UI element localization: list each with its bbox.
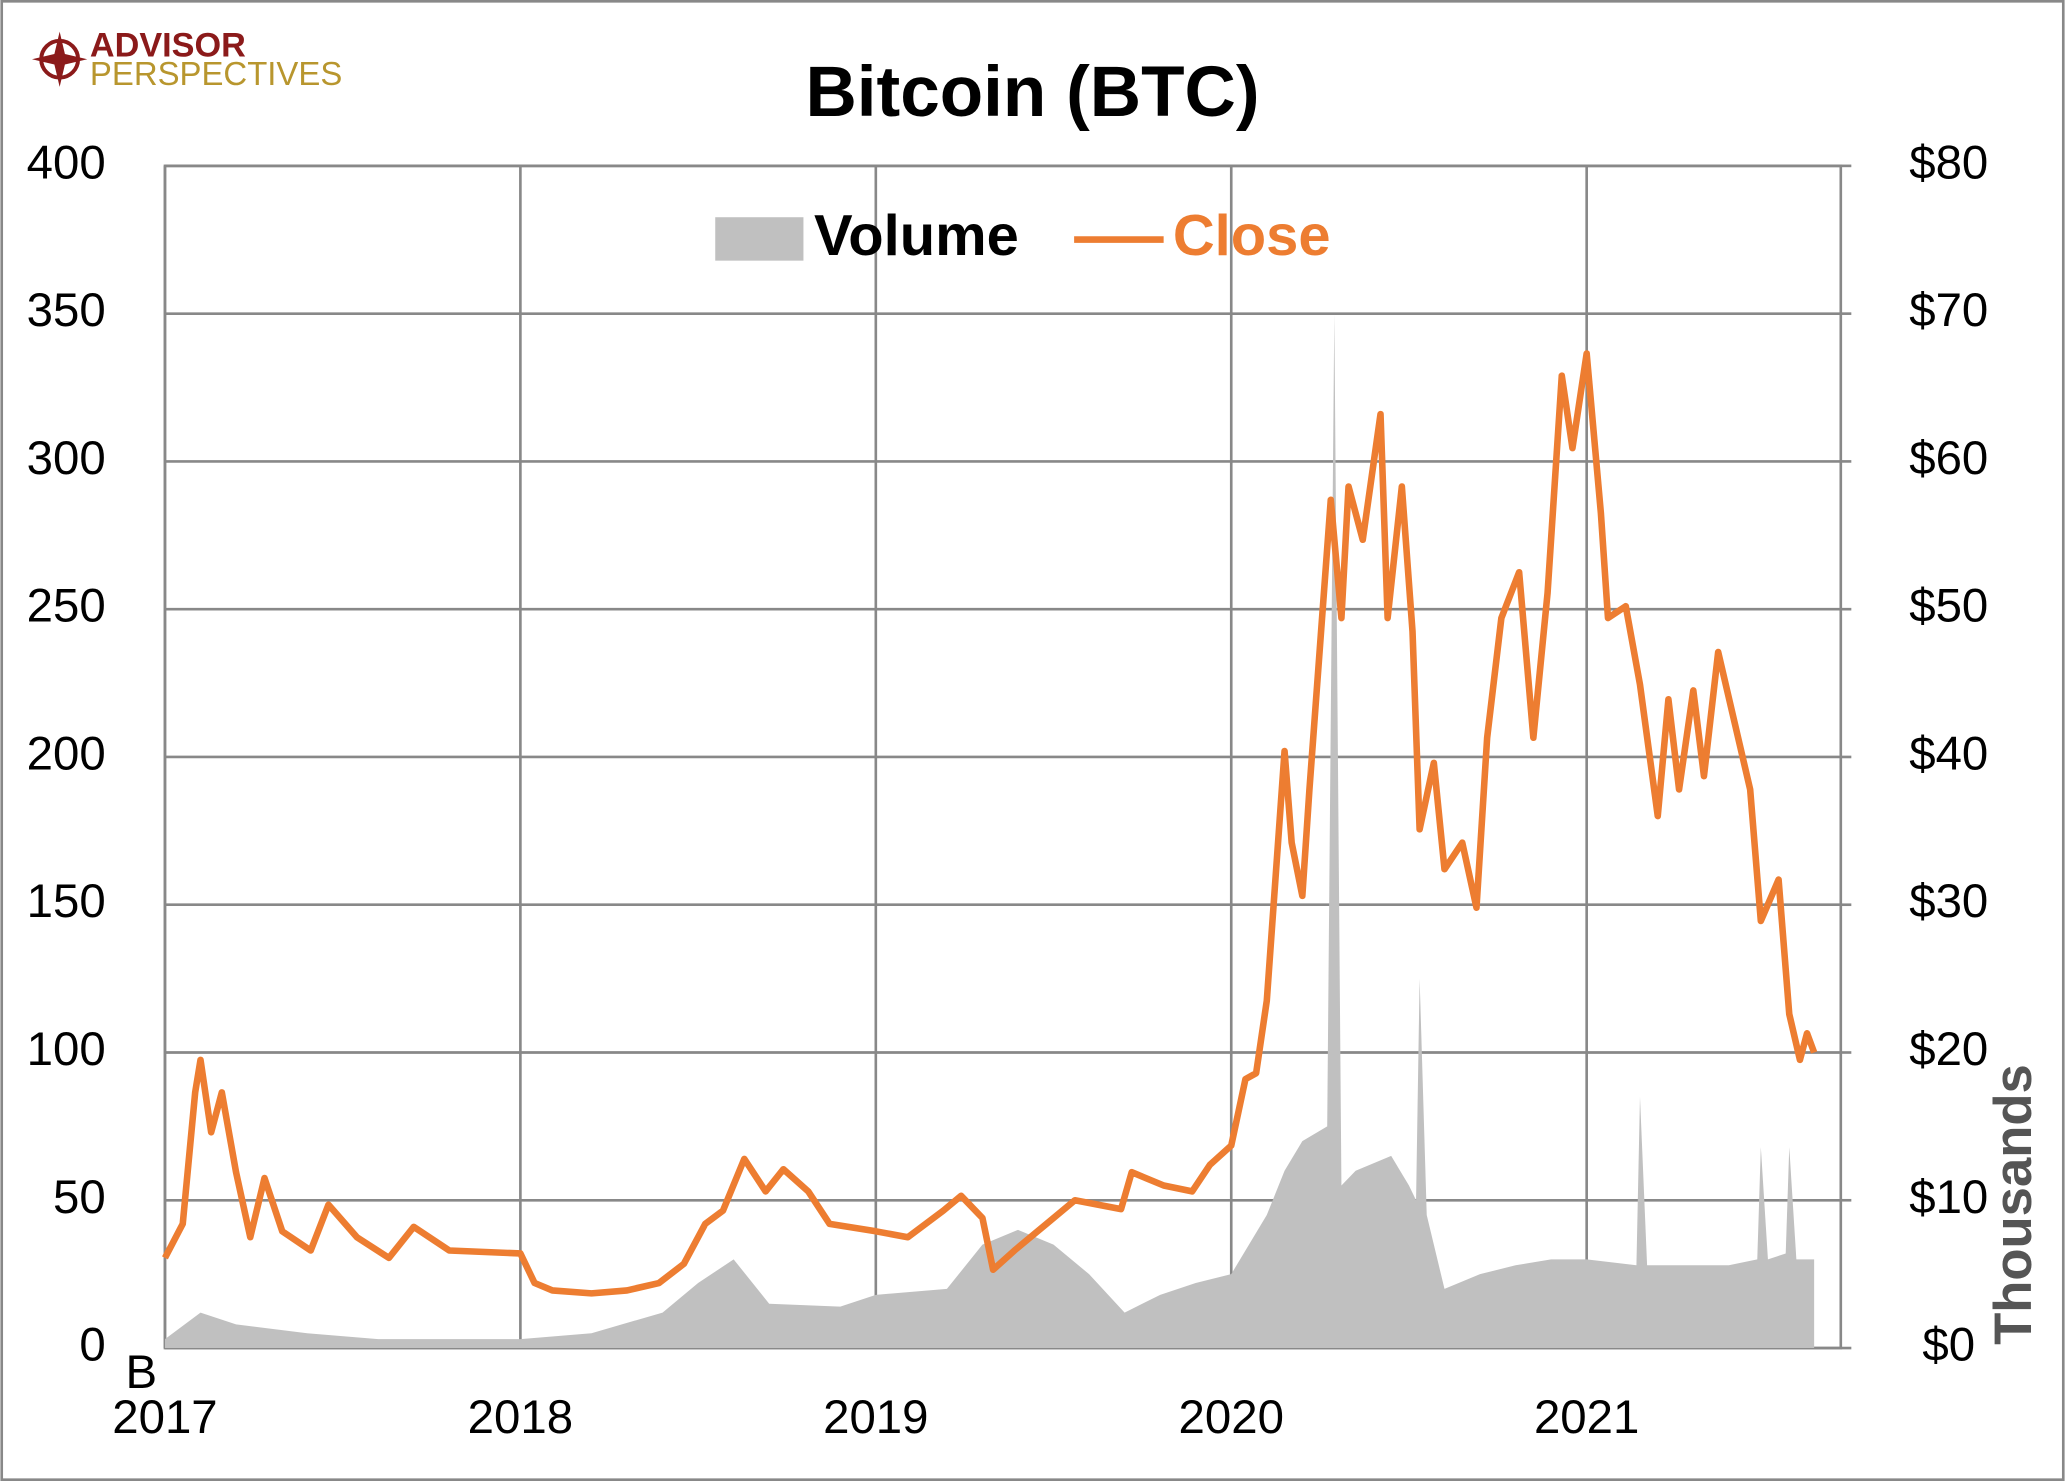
y2-tick-label: $10 <box>1909 1171 1988 1224</box>
x-tick-label: 2017 <box>112 1391 217 1444</box>
y-tick-label: 0 <box>79 1319 105 1372</box>
y-tick-label: 400 <box>27 136 106 189</box>
legend-label: Close <box>1173 204 1331 268</box>
y-tick-label: 50 <box>53 1171 106 1224</box>
y-tick-label: 250 <box>27 580 106 633</box>
chart-title: Bitcoin (BTC) <box>805 53 1259 132</box>
y2-tick-label: $60 <box>1909 432 1988 485</box>
x-tick-label: 2019 <box>823 1391 928 1444</box>
y2-tick-label: $50 <box>1909 580 1988 633</box>
y-tick-label: 300 <box>27 432 106 485</box>
y-tick-label: 100 <box>27 1023 106 1076</box>
x-tick-label: 2018 <box>468 1391 573 1444</box>
logo-line2: PERSPECTIVES <box>90 55 342 92</box>
legend-label: Volume <box>814 204 1019 268</box>
y-tick-label: 350 <box>27 284 106 337</box>
y2-tick-label: $30 <box>1909 875 1988 928</box>
legend-swatch <box>715 217 804 261</box>
y2-tick-label: $40 <box>1909 727 1988 780</box>
y-tick-label: 200 <box>27 727 106 780</box>
y2-tick-label: $0 <box>1922 1319 1975 1372</box>
y2-tick-label: $20 <box>1909 1023 1988 1076</box>
y-axis-label: B <box>125 1346 157 1399</box>
y-tick-label: 150 <box>27 875 106 928</box>
y2-axis-label: Thousands <box>1984 1064 2043 1345</box>
y2-tick-label: $80 <box>1909 136 1988 189</box>
x-tick-label: 2021 <box>1534 1391 1639 1444</box>
close-line <box>162 350 1818 1297</box>
x-tick-label: 2020 <box>1179 1391 1284 1444</box>
logo: ADVISOR PERSPECTIVES <box>32 26 342 92</box>
logo-line1: ADVISOR <box>90 26 246 64</box>
y2-tick-label: $70 <box>1909 284 1988 337</box>
logo-star <box>32 31 88 87</box>
